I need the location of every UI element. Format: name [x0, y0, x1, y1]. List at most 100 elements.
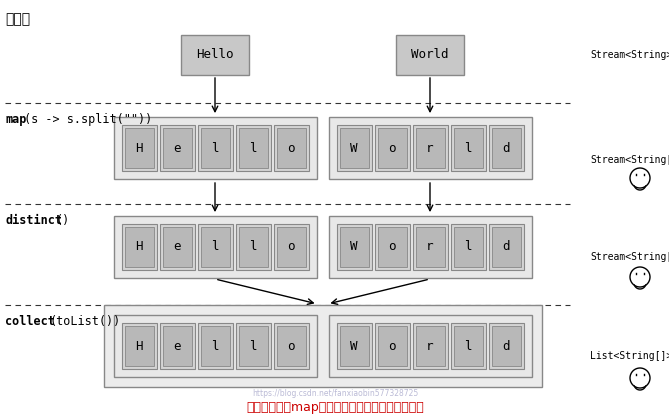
Bar — [276, 326, 306, 366]
Bar — [375, 224, 409, 270]
Text: 不正确地使用map找出单词列表中各不相同的字符: 不正确地使用map找出单词列表中各不相同的字符 — [246, 402, 424, 415]
Bar — [201, 227, 229, 267]
Text: (s -> s.split("")): (s -> s.split("")) — [24, 113, 152, 126]
Bar — [415, 128, 444, 168]
Bar — [450, 125, 486, 171]
Bar — [339, 326, 369, 366]
Bar — [276, 128, 306, 168]
Text: r: r — [426, 240, 434, 253]
Bar — [114, 117, 316, 179]
Text: e: e — [173, 142, 181, 155]
Bar — [377, 326, 407, 366]
Bar — [396, 35, 464, 75]
Text: d: d — [502, 240, 510, 253]
Bar — [328, 216, 531, 278]
Bar — [197, 323, 233, 369]
Bar — [450, 224, 486, 270]
Text: o: o — [388, 240, 396, 253]
Bar — [413, 323, 448, 369]
Bar — [239, 128, 268, 168]
Bar — [337, 224, 371, 270]
Bar — [197, 125, 233, 171]
Bar — [201, 128, 229, 168]
Bar — [124, 128, 153, 168]
Text: o: o — [388, 142, 396, 155]
Bar — [337, 323, 371, 369]
Bar — [492, 227, 520, 267]
Bar — [159, 125, 195, 171]
Bar — [492, 128, 520, 168]
Bar — [415, 326, 444, 366]
Bar — [488, 224, 524, 270]
Text: l: l — [250, 240, 257, 253]
Text: Stream<String[]>: Stream<String[]> — [590, 155, 669, 165]
Text: map: map — [5, 113, 26, 126]
Text: l: l — [211, 240, 219, 253]
Bar — [492, 326, 520, 366]
Text: Hello: Hello — [196, 48, 233, 61]
Text: l: l — [250, 339, 257, 352]
Text: r: r — [426, 142, 434, 155]
Text: List<String[]>: List<String[]> — [590, 351, 669, 361]
Bar — [450, 323, 486, 369]
Bar — [159, 224, 195, 270]
Text: o: o — [388, 339, 396, 352]
Text: l: l — [464, 142, 472, 155]
Text: distinct: distinct — [5, 214, 62, 227]
Bar — [454, 326, 482, 366]
Bar — [163, 326, 191, 366]
Bar — [235, 323, 270, 369]
Bar — [413, 224, 448, 270]
Bar — [377, 227, 407, 267]
Text: l: l — [250, 142, 257, 155]
Text: o: o — [287, 240, 295, 253]
Text: l: l — [464, 339, 472, 352]
Text: W: W — [351, 240, 358, 253]
Bar — [104, 305, 541, 387]
Bar — [124, 227, 153, 267]
Text: H: H — [135, 240, 142, 253]
Text: collect: collect — [5, 315, 55, 328]
Text: https://blog.csdn.net/fanxiaobin577328725: https://blog.csdn.net/fanxiaobin57732872… — [252, 390, 418, 398]
Bar — [122, 125, 157, 171]
Bar — [122, 224, 157, 270]
Bar — [239, 326, 268, 366]
Bar — [181, 35, 249, 75]
Text: Stream<String>: Stream<String> — [590, 50, 669, 60]
Bar — [488, 323, 524, 369]
Bar — [377, 128, 407, 168]
Bar — [339, 227, 369, 267]
Text: d: d — [502, 339, 510, 352]
Text: e: e — [173, 339, 181, 352]
Text: d: d — [502, 142, 510, 155]
Bar — [235, 125, 270, 171]
Text: (): () — [56, 214, 70, 227]
Bar — [274, 323, 308, 369]
Bar — [239, 227, 268, 267]
Bar — [114, 315, 316, 377]
Text: o: o — [287, 142, 295, 155]
Text: W: W — [351, 339, 358, 352]
Text: H: H — [135, 142, 142, 155]
Bar — [163, 227, 191, 267]
Text: W: W — [351, 142, 358, 155]
Text: e: e — [173, 240, 181, 253]
Text: (toList()): (toList()) — [49, 315, 120, 328]
Text: Stream<String[]>: Stream<String[]> — [590, 252, 669, 262]
Text: World: World — [411, 48, 449, 61]
Bar — [328, 315, 531, 377]
Bar — [413, 125, 448, 171]
Bar — [274, 125, 308, 171]
Bar — [454, 128, 482, 168]
Bar — [122, 323, 157, 369]
Bar — [274, 224, 308, 270]
Text: o: o — [287, 339, 295, 352]
Bar — [197, 224, 233, 270]
Bar — [454, 227, 482, 267]
Bar — [375, 125, 409, 171]
Text: l: l — [211, 339, 219, 352]
Bar — [337, 125, 371, 171]
Text: l: l — [464, 240, 472, 253]
Bar — [415, 227, 444, 267]
Text: 单词流: 单词流 — [5, 12, 30, 26]
